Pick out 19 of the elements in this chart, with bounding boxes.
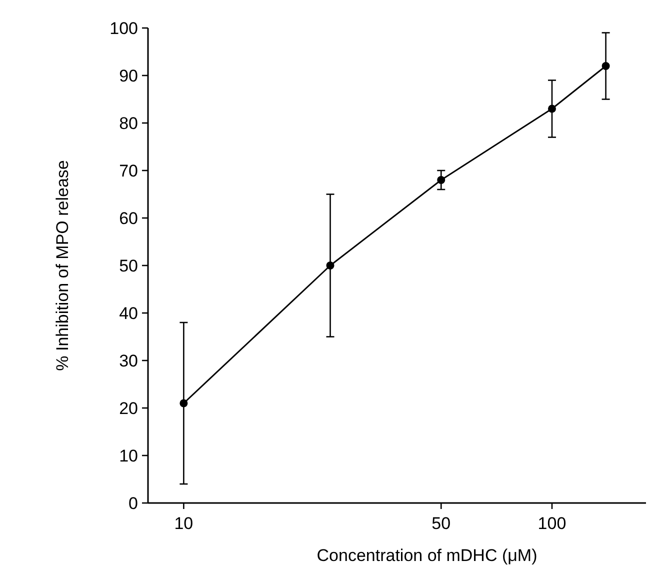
y-tick-label: 70 xyxy=(119,161,138,180)
y-tick-label: 30 xyxy=(119,351,138,370)
point xyxy=(548,104,556,113)
x-tick-label: 10 xyxy=(174,514,194,533)
y-axis-title: % Inhibition of MPO release xyxy=(53,160,72,371)
y-tick-label: 0 xyxy=(128,494,138,513)
y-tick-label: 20 xyxy=(119,398,138,418)
y-tick-label: 80 xyxy=(119,114,138,133)
y-tick-label: 50 xyxy=(119,256,138,276)
point xyxy=(326,262,334,270)
y-tick-label: 10 xyxy=(119,446,138,466)
y-tick-label: 60 xyxy=(119,208,138,228)
x-tick-label: 50 xyxy=(432,514,451,533)
y-tick-label: 90 xyxy=(119,66,138,86)
x-axis-title: Concentration of mDHC (μM) xyxy=(316,546,538,565)
y-tick-label: 40 xyxy=(119,304,138,323)
y-tick-label: 100 xyxy=(110,18,138,38)
point xyxy=(437,176,446,184)
x-tick-label: 100 xyxy=(538,514,566,533)
